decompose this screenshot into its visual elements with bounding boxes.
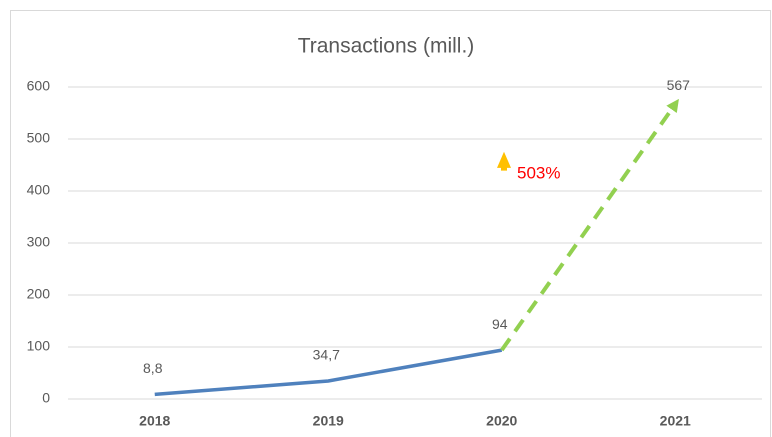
x-tick-label: 2021 bbox=[660, 413, 691, 429]
y-tick-label: 200 bbox=[27, 286, 51, 302]
y-tick-label: 100 bbox=[27, 338, 51, 354]
data-label: 94 bbox=[492, 316, 508, 332]
data-label: 567 bbox=[667, 77, 691, 93]
x-tick-label: 2019 bbox=[313, 413, 344, 429]
y-tick-label: 600 bbox=[27, 78, 51, 94]
annotation: 503% bbox=[517, 163, 560, 182]
data-label: 34,7 bbox=[313, 347, 340, 363]
data-label: 8,8 bbox=[143, 360, 163, 376]
chart-border bbox=[10, 10, 771, 437]
y-tick-label: 500 bbox=[27, 130, 51, 146]
y-tick-label: 300 bbox=[27, 234, 51, 250]
series-line bbox=[500, 98, 679, 352]
x-tick-label: 2018 bbox=[139, 413, 170, 429]
y-tick-label: 0 bbox=[42, 390, 50, 406]
y-tick-label: 400 bbox=[27, 182, 51, 198]
up-arrow bbox=[497, 151, 511, 171]
series-line bbox=[154, 348, 503, 397]
x-tick-label: 2020 bbox=[486, 413, 517, 429]
chart-title: Transactions (mill.) bbox=[298, 35, 475, 58]
